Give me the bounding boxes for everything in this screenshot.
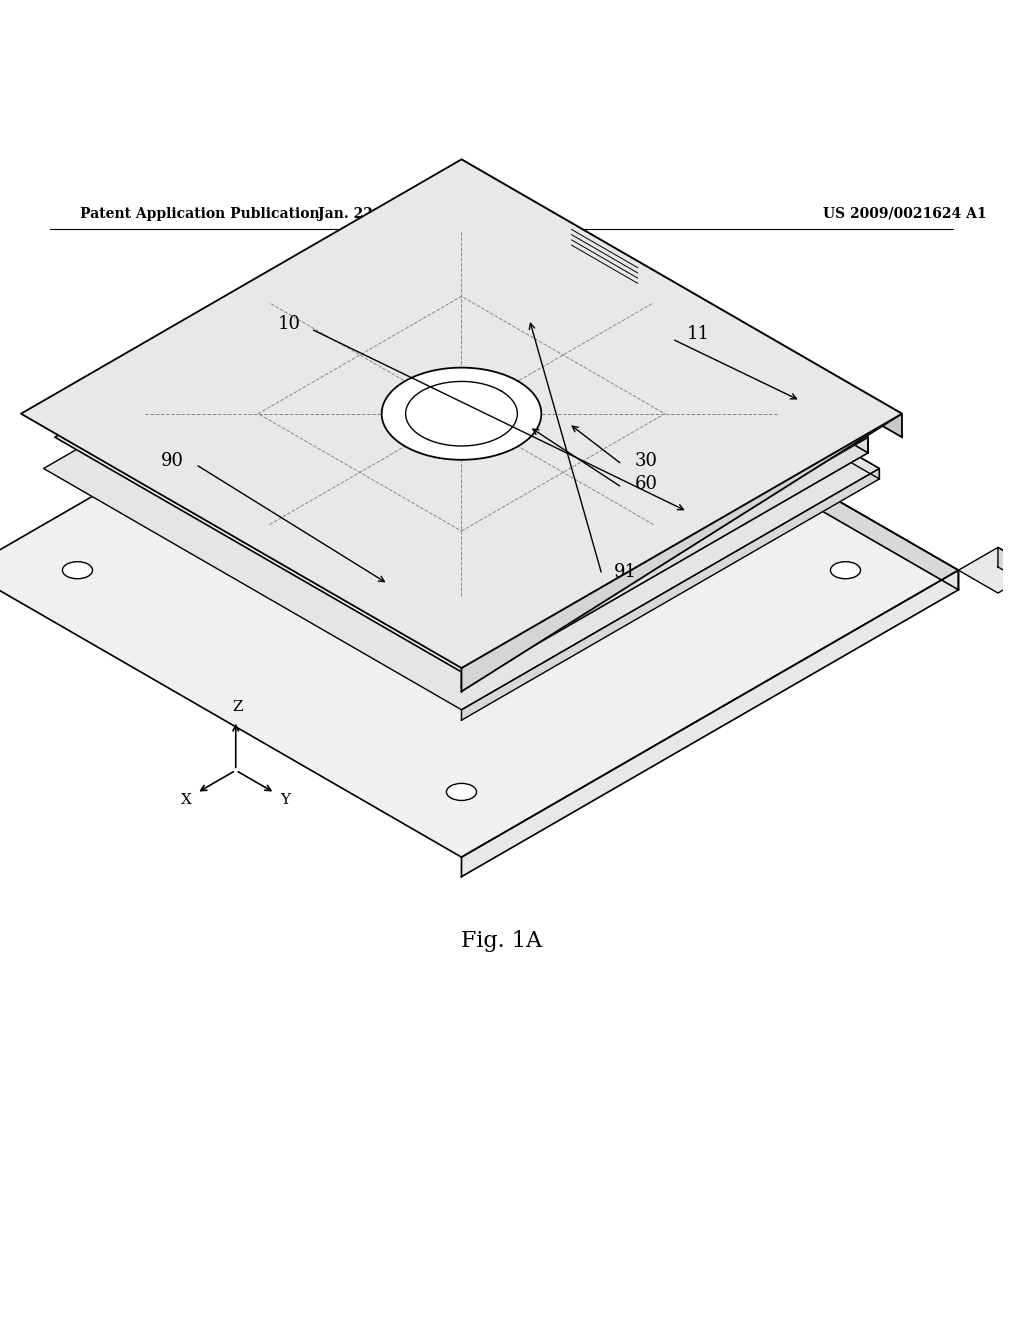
Text: 30: 30 <box>635 453 658 470</box>
Polygon shape <box>0 284 958 857</box>
Polygon shape <box>326 457 597 623</box>
Text: 10: 10 <box>278 315 301 333</box>
Polygon shape <box>313 413 566 576</box>
Polygon shape <box>334 401 589 548</box>
Ellipse shape <box>447 341 475 356</box>
Ellipse shape <box>62 562 92 578</box>
Polygon shape <box>326 433 597 590</box>
Polygon shape <box>958 548 1024 593</box>
Polygon shape <box>382 367 542 459</box>
Text: 90: 90 <box>161 453 183 470</box>
Polygon shape <box>22 160 902 668</box>
Polygon shape <box>313 413 610 585</box>
Polygon shape <box>462 284 958 590</box>
Text: Y: Y <box>281 793 291 807</box>
Polygon shape <box>462 238 501 280</box>
Polygon shape <box>313 426 610 585</box>
Polygon shape <box>462 160 902 437</box>
Ellipse shape <box>830 562 860 578</box>
Text: 60: 60 <box>635 475 658 494</box>
Ellipse shape <box>446 783 476 800</box>
Polygon shape <box>462 570 958 876</box>
Text: Fig. 1A: Fig. 1A <box>461 929 542 952</box>
Text: 11: 11 <box>687 325 711 343</box>
Text: X: X <box>180 793 191 807</box>
Ellipse shape <box>831 562 859 578</box>
Polygon shape <box>462 437 868 688</box>
Ellipse shape <box>446 341 476 356</box>
Polygon shape <box>55 202 868 672</box>
Polygon shape <box>462 469 880 721</box>
Text: Patent Application Publication: Patent Application Publication <box>80 206 319 220</box>
Polygon shape <box>326 433 557 628</box>
Text: US 2009/0021624 A1: US 2009/0021624 A1 <box>822 206 986 220</box>
Polygon shape <box>462 227 880 479</box>
Polygon shape <box>998 548 1024 590</box>
Polygon shape <box>422 238 462 280</box>
Ellipse shape <box>63 562 91 578</box>
Polygon shape <box>334 379 589 527</box>
Polygon shape <box>44 227 880 710</box>
Polygon shape <box>462 413 902 692</box>
Polygon shape <box>422 238 501 284</box>
Text: Z: Z <box>232 700 243 714</box>
Polygon shape <box>406 381 517 446</box>
Polygon shape <box>462 202 868 453</box>
Polygon shape <box>334 379 552 553</box>
Text: 91: 91 <box>614 562 637 581</box>
Text: Jan. 22, 2009  Sheet 1 of 8: Jan. 22, 2009 Sheet 1 of 8 <box>318 206 524 220</box>
